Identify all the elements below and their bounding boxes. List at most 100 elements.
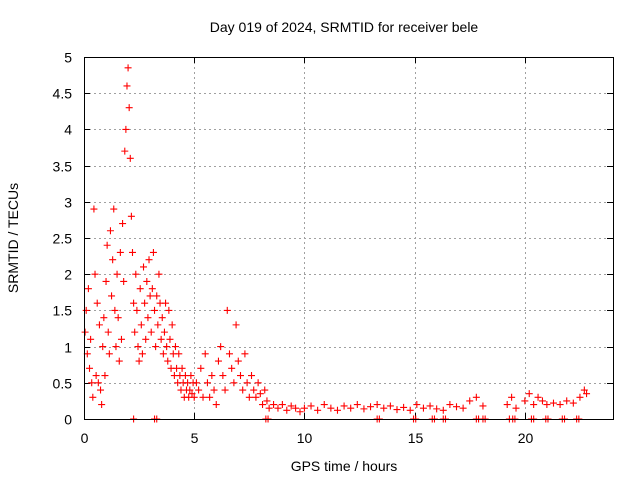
data-point bbox=[164, 357, 172, 365]
data-point bbox=[250, 386, 258, 394]
data-point bbox=[245, 393, 253, 401]
data-point bbox=[97, 386, 105, 394]
data-point bbox=[146, 292, 154, 300]
data-point bbox=[400, 403, 408, 411]
data-point bbox=[115, 357, 123, 365]
data-point bbox=[82, 306, 90, 314]
data-point bbox=[360, 405, 368, 413]
data-point bbox=[110, 205, 118, 213]
data-point bbox=[95, 321, 103, 329]
data-point bbox=[171, 343, 179, 351]
data-point bbox=[91, 270, 99, 278]
data-point bbox=[538, 397, 546, 405]
data-point bbox=[214, 357, 222, 365]
data-point bbox=[154, 321, 162, 329]
chart-title: Day 019 of 2024, SRMTID for receiver bel… bbox=[210, 19, 479, 35]
data-point bbox=[147, 328, 155, 336]
data-point bbox=[232, 321, 240, 329]
y-tick-label: 3 bbox=[64, 195, 72, 211]
plot-frame bbox=[84, 57, 614, 420]
data-point bbox=[187, 372, 195, 380]
data-point bbox=[89, 393, 97, 401]
x-tick-label: 20 bbox=[518, 430, 534, 446]
data-point bbox=[101, 372, 109, 380]
data-point bbox=[261, 386, 269, 394]
data-point bbox=[453, 403, 461, 411]
y-tick-label: 3.5 bbox=[53, 159, 73, 175]
data-point bbox=[292, 404, 300, 412]
data-point bbox=[373, 401, 381, 409]
data-points bbox=[81, 64, 591, 423]
data-point bbox=[283, 406, 291, 414]
data-point bbox=[102, 277, 110, 285]
y-tick-label: 4.5 bbox=[53, 86, 73, 102]
data-point bbox=[145, 256, 153, 264]
data-point bbox=[530, 401, 538, 409]
data-point bbox=[386, 402, 394, 410]
data-point bbox=[92, 372, 100, 380]
data-point bbox=[525, 390, 533, 398]
data-point bbox=[190, 393, 198, 401]
data-point bbox=[127, 212, 135, 220]
data-point bbox=[166, 335, 174, 343]
data-point bbox=[134, 343, 142, 351]
data-point bbox=[296, 408, 304, 416]
data-point bbox=[521, 397, 529, 405]
data-point bbox=[122, 125, 130, 133]
data-point bbox=[203, 379, 211, 387]
data-point bbox=[113, 270, 121, 278]
grid-lines bbox=[84, 57, 613, 419]
data-point bbox=[195, 386, 203, 394]
data-point bbox=[406, 406, 414, 414]
data-point bbox=[333, 406, 341, 414]
data-point bbox=[133, 306, 141, 314]
data-point bbox=[197, 364, 205, 372]
y-tick-label: 0.5 bbox=[53, 376, 73, 392]
data-point bbox=[126, 154, 134, 162]
data-point bbox=[124, 64, 132, 72]
data-point bbox=[121, 147, 129, 155]
data-point bbox=[106, 227, 114, 235]
data-point bbox=[120, 277, 128, 285]
data-point bbox=[143, 277, 151, 285]
data-point bbox=[111, 306, 119, 314]
data-point bbox=[201, 350, 209, 358]
data-point bbox=[228, 364, 236, 372]
data-point bbox=[81, 328, 89, 336]
data-point bbox=[140, 263, 148, 271]
data-point bbox=[160, 328, 168, 336]
data-point bbox=[576, 393, 584, 401]
data-point bbox=[131, 328, 139, 336]
data-point bbox=[94, 379, 102, 387]
data-point bbox=[162, 299, 170, 307]
data-point bbox=[221, 386, 229, 394]
data-point bbox=[256, 390, 264, 398]
data-point bbox=[135, 357, 143, 365]
data-point bbox=[165, 306, 173, 314]
data-point bbox=[534, 393, 542, 401]
data-point bbox=[419, 404, 427, 412]
data-point bbox=[380, 404, 388, 412]
data-point bbox=[580, 386, 588, 394]
data-point bbox=[563, 397, 571, 405]
data-point bbox=[158, 314, 166, 322]
data-point bbox=[119, 220, 127, 228]
data-point bbox=[104, 328, 112, 336]
data-point bbox=[239, 386, 247, 394]
data-point bbox=[327, 404, 335, 412]
data-point bbox=[178, 364, 186, 372]
data-point bbox=[479, 402, 487, 410]
y-tick-labels: 0 0.5 1 1.5 2 2.5 3 3.5 4 4.5 5 bbox=[53, 50, 73, 428]
data-point bbox=[100, 314, 108, 322]
data-point bbox=[446, 401, 454, 409]
data-point bbox=[84, 285, 92, 293]
data-point bbox=[466, 397, 474, 405]
data-point bbox=[223, 306, 231, 314]
data-point bbox=[116, 248, 124, 256]
data-point bbox=[549, 399, 557, 407]
data-point bbox=[138, 350, 146, 358]
data-point bbox=[132, 270, 140, 278]
data-point bbox=[367, 403, 375, 411]
data-point bbox=[234, 357, 242, 365]
